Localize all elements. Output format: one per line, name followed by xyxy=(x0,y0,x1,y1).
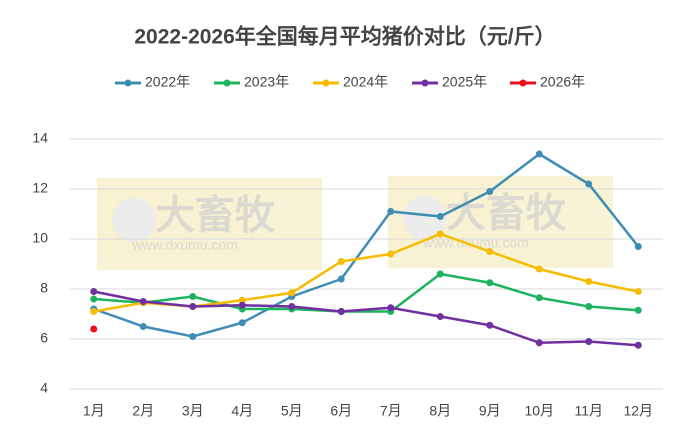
data-point xyxy=(189,293,197,300)
data-point xyxy=(585,180,593,188)
y-tick-label: 10 xyxy=(32,230,48,246)
x-tick-label: 2月 xyxy=(132,403,154,419)
chart-title: 2022-2026年全国每月平均猪价对比（元/斤） xyxy=(134,25,555,49)
watermark-brand: 大畜牧 xyxy=(446,192,567,236)
watermark-logo xyxy=(112,198,156,242)
legend-marker xyxy=(421,79,429,87)
data-point xyxy=(288,289,296,297)
data-point xyxy=(634,243,642,250)
data-point xyxy=(90,308,98,315)
x-tick-label: 7月 xyxy=(380,403,402,419)
x-tick-label: 6月 xyxy=(330,403,352,419)
data-point xyxy=(337,275,345,283)
legend-label: 2024年 xyxy=(343,74,388,90)
x-tick-label: 1月 xyxy=(83,403,105,419)
y-tick-label: 4 xyxy=(40,380,48,396)
data-point xyxy=(436,230,444,238)
legend-marker xyxy=(519,79,527,87)
data-point xyxy=(634,306,642,314)
data-point xyxy=(238,301,246,309)
data-point xyxy=(337,258,345,265)
data-point xyxy=(535,339,543,347)
x-tick-label: 5月 xyxy=(281,403,303,419)
data-point xyxy=(387,304,395,312)
data-point xyxy=(90,295,98,303)
data-point xyxy=(387,250,395,258)
watermarks xyxy=(97,176,613,270)
x-tick-label: 10月 xyxy=(524,403,554,419)
series-line xyxy=(93,152,640,338)
watermark-url: www.dxumu.com xyxy=(131,237,238,253)
legend-label: 2026年 xyxy=(540,74,585,90)
data-point xyxy=(535,150,543,158)
data-point xyxy=(90,288,98,295)
data-point xyxy=(634,341,642,349)
data-point xyxy=(337,308,345,315)
data-point xyxy=(436,270,444,278)
data-point xyxy=(486,188,494,195)
data-point xyxy=(139,298,147,305)
data-point xyxy=(585,338,593,345)
x-tick-label: 11月 xyxy=(574,403,603,419)
data-point xyxy=(387,208,395,215)
data-point xyxy=(585,303,593,310)
series-line xyxy=(93,290,639,347)
data-point xyxy=(288,303,296,310)
x-tick-label: 8月 xyxy=(429,403,451,419)
watermark-url: www.dxumu.com xyxy=(422,235,529,251)
x-tick-label: 12月 xyxy=(623,403,653,419)
legend-label: 2023年 xyxy=(244,74,289,90)
data-point xyxy=(585,278,593,285)
x-tick-label: 9月 xyxy=(479,403,501,419)
data-point xyxy=(139,323,147,330)
data-point xyxy=(189,333,197,340)
watermark-brand: 大畜牧 xyxy=(155,194,276,238)
watermark-logo xyxy=(403,196,447,240)
data-point xyxy=(238,319,246,327)
x-tick-label: 3月 xyxy=(182,403,204,419)
data-point xyxy=(535,294,543,302)
data-point xyxy=(486,279,494,287)
legend-label: 2022年 xyxy=(145,74,190,90)
legend-marker xyxy=(124,79,132,87)
y-tick-label: 6 xyxy=(40,330,48,346)
data-point xyxy=(238,296,246,304)
y-tick-label: 12 xyxy=(32,180,48,196)
x-tick-label: 4月 xyxy=(231,403,253,419)
data-point xyxy=(189,303,197,310)
data-point xyxy=(436,313,444,320)
data-point xyxy=(90,325,98,333)
legend-label: 2025年 xyxy=(442,74,487,90)
legend-marker xyxy=(223,79,231,87)
legend-marker xyxy=(322,79,330,87)
y-tick-label: 8 xyxy=(40,280,48,296)
data-point xyxy=(436,213,444,220)
data-point xyxy=(535,265,543,273)
y-tick-label: 14 xyxy=(32,130,48,146)
data-point xyxy=(486,248,494,255)
data-point xyxy=(486,321,494,329)
series-line xyxy=(93,272,639,313)
data-point xyxy=(634,288,642,295)
